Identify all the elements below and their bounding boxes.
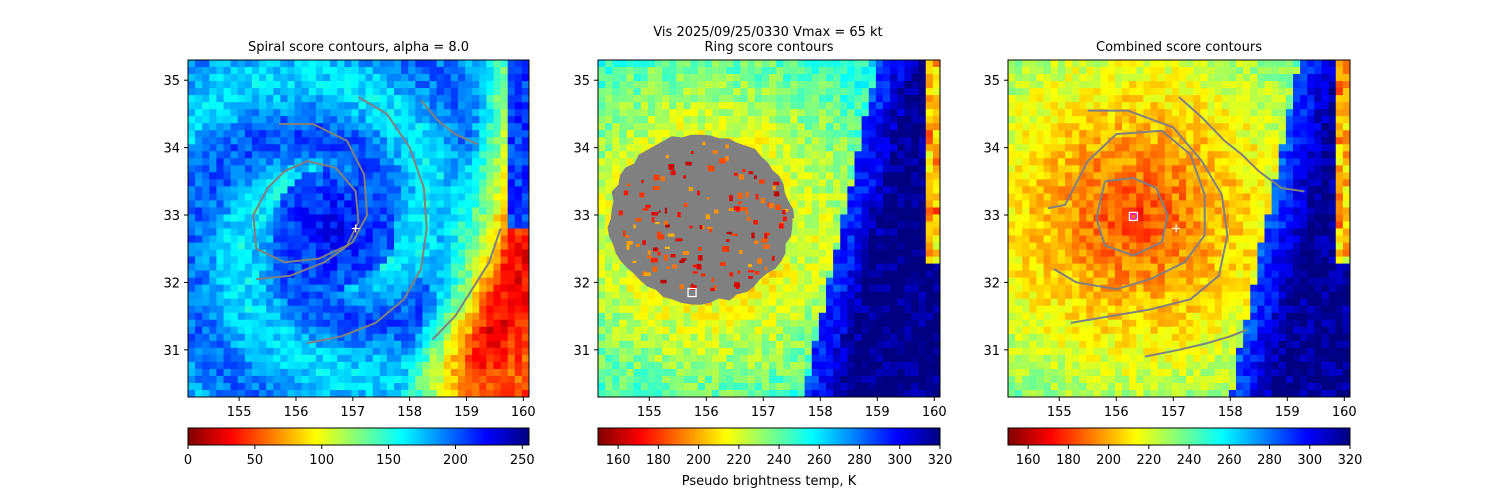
panel-title: Spiral score contours, alpha = 8.0 [248,40,469,55]
x-tick-label: 159 [865,405,890,420]
colorbar-tick-label: 300 [1297,453,1322,468]
colorbar-tick-label: 320 [928,453,953,468]
x-tick-label: 157 [1161,405,1186,420]
y-tick-label: 34 [573,142,590,157]
y-tick-label: 33 [983,209,1000,224]
colorbar-tick-label: 320 [1338,453,1363,468]
panel-1: Spiral score contours, alpha = 8.0 155 156… [163,40,535,468]
x-tick-label: 157 [340,405,365,420]
panel-title: Combined score contours [1096,40,1262,55]
x-tick-label: 160 [1332,405,1357,420]
colorbar-tick-label: 240 [767,453,792,468]
x-tick-label: 160 [511,405,536,420]
colorbar-gradient [188,428,529,445]
y-tick-label: 33 [163,209,180,224]
colorbar-label: Pseudo brightness temp, K [682,474,857,489]
colorbar-tick-label: 220 [726,453,751,468]
panel-2: Ring score contours 155 156 157 158 159 160 31 3… [573,40,952,489]
y-tick-label: 31 [163,344,180,359]
colorbar-tick-label: 260 [1217,453,1242,468]
x-tick-label: 155 [637,405,662,420]
colorbar-tick-label: 150 [376,453,401,468]
colorbar-tick-label: 280 [847,453,872,468]
colorbar-tick-label: 100 [309,453,334,468]
y-tick-label: 35 [573,74,590,89]
y-tick-label: 31 [983,344,1000,359]
colorbar-tick-label: 160 [1016,453,1041,468]
x-tick-label: 157 [751,405,776,420]
colorbar-tick-label: 200 [1096,453,1121,468]
suptitle: Vis 2025/09/25/0330 Vmax = 65 kt [653,25,882,40]
colorbar-tick-label: 200 [443,453,468,468]
colorbar-tick-label: 240 [1177,453,1202,468]
x-tick-label: 158 [808,405,833,420]
y-tick-label: 34 [163,142,180,157]
y-tick-label: 32 [163,276,180,291]
y-tick-label: 33 [573,209,590,224]
colorbar-gradient [598,428,940,445]
x-tick-label: 159 [1275,405,1300,420]
x-tick-label: 155 [227,405,252,420]
x-tick-label: 156 [1104,405,1129,420]
colorbar: 160 180 200 220 240 260 280 300 320 [1008,428,1362,468]
y-tick-label: 34 [983,142,1000,157]
colorbar-tick-label: 180 [646,453,671,468]
panel-title: Ring score contours [704,40,833,55]
x-tick-label: 158 [1218,405,1243,420]
panel-3: Combined score contours 155 156 157 158 159 16… [983,40,1362,468]
colorbar-tick-label: 180 [1056,453,1081,468]
y-tick-label: 35 [163,74,180,89]
colorbar-gradient [1008,428,1350,445]
x-tick-label: 156 [284,405,309,420]
x-tick-label: 159 [454,405,479,420]
colorbar: 0 50 100 150 200 250 [184,428,535,468]
colorbar-tick-label: 260 [807,453,832,468]
colorbar-tick-label: 220 [1136,453,1161,468]
colorbar-tick-label: 0 [184,453,192,468]
x-tick-label: 156 [694,405,719,420]
x-tick-label: 155 [1047,405,1072,420]
colorbar-tick-label: 300 [887,453,912,468]
x-tick-label: 158 [397,405,422,420]
colorbar: 160 180 200 220 240 260 280 300 320 Pseudo bright… [598,428,952,489]
colorbar-tick-label: 280 [1257,453,1282,468]
y-tick-label: 31 [573,344,590,359]
y-tick-label: 32 [573,276,590,291]
y-tick-label: 35 [983,74,1000,89]
x-tick-label: 160 [922,405,947,420]
colorbar-tick-label: 160 [606,453,631,468]
colorbar-tick-label: 200 [686,453,711,468]
y-tick-label: 32 [983,276,1000,291]
colorbar-tick-label: 250 [510,453,535,468]
colorbar-tick-label: 50 [247,453,264,468]
